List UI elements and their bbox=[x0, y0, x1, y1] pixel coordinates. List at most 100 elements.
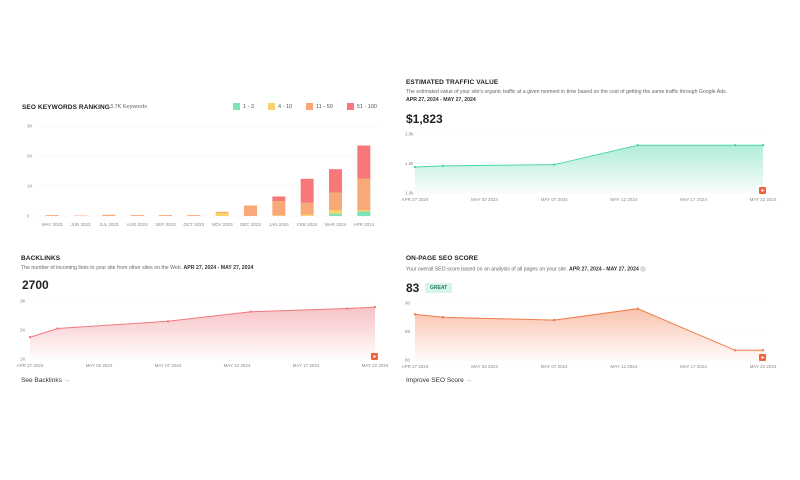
y-tick-label: 80 bbox=[405, 358, 411, 363]
x-tick-label: JUN 2023 bbox=[70, 222, 91, 227]
data-point bbox=[733, 349, 737, 352]
x-tick-label: MAY 02 2024 bbox=[86, 363, 113, 368]
x-tick-label: MAY 12 2024 bbox=[610, 197, 637, 202]
bar-segment bbox=[329, 210, 342, 214]
bar-segment bbox=[45, 215, 59, 216]
bar-segment bbox=[357, 145, 371, 179]
improve-seo-link[interactable]: Improve SEO Score → bbox=[406, 377, 473, 384]
y-tick-label: 2.0k bbox=[405, 132, 414, 137]
bar-segment bbox=[187, 215, 201, 216]
bar-segment bbox=[357, 210, 371, 212]
bar-segment bbox=[300, 178, 314, 203]
bar-segment bbox=[357, 178, 371, 210]
backlinks-line bbox=[29, 306, 376, 338]
bar-segment bbox=[272, 201, 286, 216]
backlinks-area bbox=[30, 307, 375, 359]
x-tick-label: MAY 02 2024 bbox=[471, 364, 498, 369]
bar-segment bbox=[159, 215, 172, 216]
traffic-range: APR 27, 2024 - MAY 27, 2024 bbox=[406, 97, 476, 103]
bar-segment bbox=[300, 202, 314, 215]
y-tick-label: 1K bbox=[20, 357, 26, 362]
x-tick-label: NOV 2023 bbox=[212, 222, 234, 227]
x-tick-label: JUL 2023 bbox=[99, 222, 119, 227]
x-tick-label: DEC 2023 bbox=[240, 222, 261, 227]
keywords-title: SEO KEYWORDS RANKING bbox=[22, 104, 110, 111]
info-icon[interactable] bbox=[640, 266, 647, 272]
bar-segment bbox=[272, 215, 286, 216]
traffic-title: ESTIMATED TRAFFIC VALUE bbox=[406, 79, 499, 86]
x-tick-label: FEB 2024 bbox=[297, 222, 318, 227]
x-tick-label: MAR 2024 bbox=[325, 222, 347, 227]
bar-segment bbox=[329, 192, 342, 210]
x-tick-label: MAY 12 2024 bbox=[610, 364, 637, 369]
y-tick-label: 0 bbox=[27, 214, 30, 219]
data-point bbox=[553, 163, 556, 166]
traffic-area bbox=[415, 145, 763, 193]
y-tick-label: 90 bbox=[405, 301, 411, 306]
traffic-description: The estimated value of your site's organ… bbox=[406, 89, 728, 95]
bar-segment bbox=[102, 214, 116, 216]
data-point bbox=[553, 318, 556, 322]
x-tick-label: MAY 22 2024 bbox=[750, 197, 777, 202]
data-point bbox=[413, 313, 417, 316]
bar-segment bbox=[357, 211, 371, 216]
x-tick-label: MAY 02 2024 bbox=[471, 197, 498, 202]
y-tick-label: 85 bbox=[405, 329, 411, 334]
data-point bbox=[56, 327, 59, 330]
play-icon-glyph bbox=[761, 356, 765, 359]
x-tick-label: MAY 22 2024 bbox=[362, 363, 389, 368]
legend-item[interactable]: 11 - 50 bbox=[306, 103, 333, 110]
seo-area bbox=[415, 308, 763, 360]
bar-segment bbox=[215, 213, 229, 216]
x-tick-label: APR 27 2024 bbox=[402, 197, 429, 202]
x-tick-label: MAY 12 2024 bbox=[224, 363, 251, 368]
bar-segment bbox=[244, 205, 257, 216]
data-point bbox=[166, 320, 170, 323]
seo-range: APR 27, 2024 - MAY 27, 2024 bbox=[569, 266, 639, 273]
x-tick-label: APR 27 2024 bbox=[17, 363, 44, 368]
traffic-line bbox=[414, 144, 763, 168]
bar-segment bbox=[272, 196, 286, 201]
keywords-legend: 1 - 3 4 - 10 11 - 50 51 - 100 bbox=[233, 103, 377, 110]
see-backlinks-link[interactable]: See Backlinks → bbox=[21, 377, 71, 384]
data-point bbox=[373, 305, 377, 309]
bar-segment bbox=[215, 211, 229, 213]
seo-line bbox=[414, 308, 763, 351]
data-point bbox=[636, 307, 639, 310]
keywords-count: 3.7K Keywords bbox=[110, 104, 147, 110]
seo-description: Your overall SEO score based on an analy… bbox=[406, 266, 568, 273]
bar-segment bbox=[130, 215, 144, 216]
y-tick-label: 1.5k bbox=[405, 161, 414, 166]
data-point bbox=[346, 307, 349, 310]
backlinks-range: APR 27, 2024 - MAY 27, 2024 bbox=[183, 265, 254, 271]
y-tick-label: 3K bbox=[20, 299, 26, 304]
legend-item[interactable]: 4 - 10 bbox=[268, 103, 292, 110]
traffic-value: $1,823 bbox=[406, 112, 443, 126]
data-point bbox=[441, 164, 445, 168]
x-tick-label: MAY 07 2024 bbox=[155, 363, 182, 368]
data-point bbox=[28, 336, 32, 339]
x-tick-label: MAY 07 2024 bbox=[541, 197, 568, 202]
x-tick-label: MAY 17 2024 bbox=[680, 364, 707, 369]
x-tick-label: AUG 2023 bbox=[127, 222, 149, 227]
arrow-right-icon: → bbox=[465, 377, 473, 384]
bar-segment bbox=[300, 214, 314, 216]
y-tick-label: 3K bbox=[27, 124, 33, 129]
seo-value: 83 bbox=[406, 281, 420, 295]
legend-item[interactable]: 1 - 3 bbox=[233, 103, 254, 110]
data-point bbox=[249, 310, 252, 313]
data-point bbox=[761, 349, 765, 352]
seo-status-badge: GREAT bbox=[425, 283, 453, 293]
data-point bbox=[636, 144, 639, 147]
x-tick-label: APR 2024 bbox=[354, 222, 375, 227]
seo-title: ON-PAGE SEO SCORE bbox=[406, 255, 479, 262]
x-tick-label: MAY 17 2024 bbox=[293, 363, 320, 368]
data-point bbox=[733, 144, 737, 147]
x-tick-label: MAY 07 2024 bbox=[541, 364, 568, 369]
backlinks-title: BACKLINKS bbox=[21, 255, 61, 262]
legend-item[interactable]: 51 - 100 bbox=[346, 103, 377, 110]
backlinks-description: The number of incoming links to your sit… bbox=[21, 265, 183, 271]
data-point bbox=[413, 165, 417, 169]
